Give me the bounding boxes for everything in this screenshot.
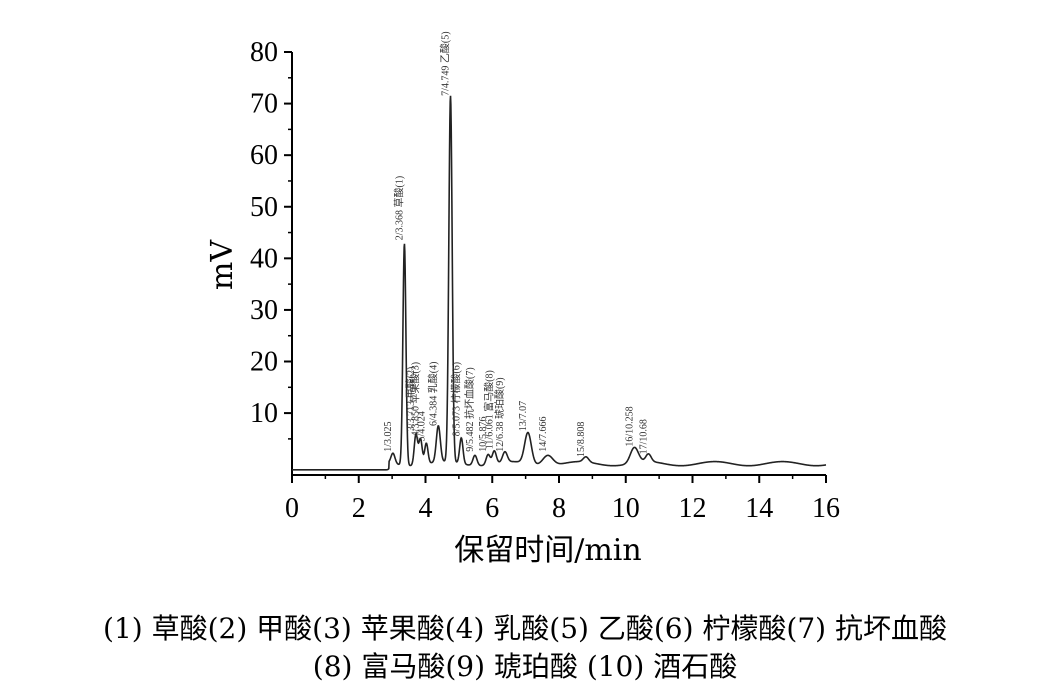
- y-tick-label: 60: [250, 140, 278, 171]
- y-ticks: 10 20 30 40 50 60 70 80: [250, 37, 292, 440]
- peak-label: 7/4.749 乙酸(5): [438, 31, 451, 95]
- peak-label: 16/10.258: [624, 406, 635, 446]
- peak-label: 15/8.808: [576, 422, 587, 457]
- y-tick-label: 50: [250, 192, 278, 223]
- x-tick-label: 16: [812, 493, 840, 524]
- peak-label: 5/4.024: [416, 411, 427, 441]
- x-tick-label: 8: [552, 493, 566, 524]
- peak-label: 11/6.061 富马酸(8): [482, 370, 495, 449]
- peak-label: 6/4.384 乳酸(4): [426, 362, 439, 426]
- chromatogram-trace: [292, 95, 827, 471]
- peak-label: 14/7.666: [538, 417, 549, 452]
- peak-label: 10/5.876: [478, 417, 489, 452]
- peak-label: 8/5.073 柠檬酸(6): [449, 362, 462, 436]
- y-tick-label: 80: [250, 37, 278, 68]
- peak-label: 3/3.713 甲酸(2): [404, 367, 417, 431]
- x-tick-label: 2: [352, 493, 366, 524]
- y-tick-label: 10: [250, 398, 278, 429]
- peak-labels: 1/3.025 2/3.368 草酸(1) 3/3.713 甲酸(2)4/3.850…: [383, 31, 649, 457]
- y-tick-label: 30: [250, 295, 278, 326]
- peak-label: 17/10.68: [638, 419, 649, 454]
- y-tick-label: 70: [250, 89, 278, 120]
- x-tick-label: 0: [285, 493, 299, 524]
- peak-label: 13/7.07: [518, 401, 529, 431]
- x-tick-label: 4: [419, 493, 433, 524]
- y-axis-title: mV: [205, 239, 240, 290]
- caption-line-2: (8) 富马酸(9) 琥珀酸 (10) 酒石酸: [313, 650, 737, 683]
- y-tick-label: 20: [250, 347, 278, 378]
- peak-label: 9/5.482 抗坏血酸(7): [463, 367, 476, 451]
- x-ticks: 0 2 4 6 8 10 12 14 16: [285, 475, 840, 524]
- peak-label: 2/3.368 草酸(1): [392, 176, 405, 240]
- peak-label: 12/6.38 琥珀酸(9): [493, 377, 506, 451]
- y-tick-label: 40: [250, 243, 278, 274]
- plot-area: 0 2 4 6 8 10 12 14 16 10 20 30 40 50 60 70 80 1/3.025 2/…: [250, 31, 840, 524]
- x-axis-title: 保留时间/min: [454, 533, 641, 568]
- caption-line-1: (1) 草酸(2) 甲酸(3) 苹果酸(4) 乳酸(5) 乙酸(6) 柠檬酸(7…: [103, 612, 947, 645]
- peak-label: 1/3.025: [383, 422, 394, 452]
- x-tick-label: 10: [612, 493, 640, 524]
- peak-label: 4/3.850 苹果酸(3): [408, 362, 421, 436]
- x-tick-label: 12: [679, 493, 707, 524]
- x-tick-label: 6: [485, 493, 499, 524]
- x-tick-label: 14: [745, 493, 773, 524]
